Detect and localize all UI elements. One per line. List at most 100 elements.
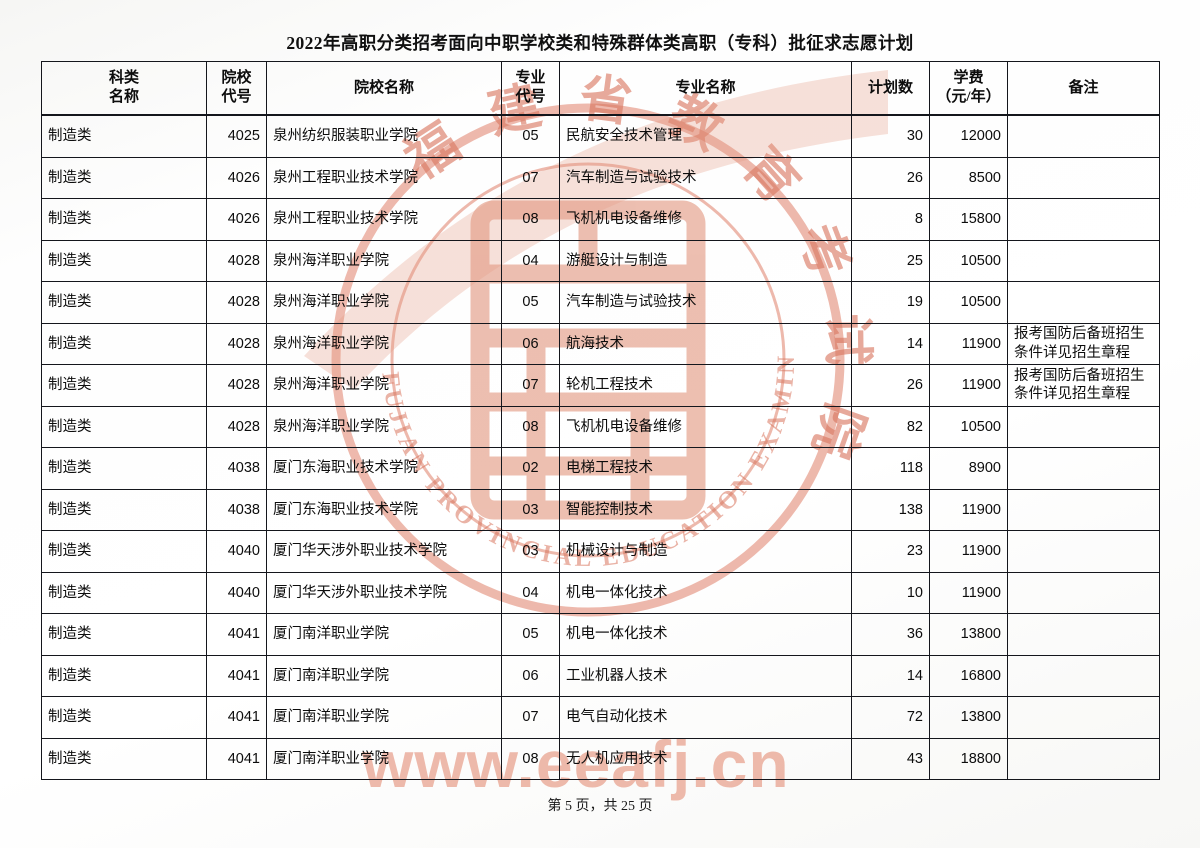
- cell-category: 制造类: [41, 405, 207, 448]
- cell-remark: [1007, 156, 1160, 199]
- cell-category: 制造类: [41, 198, 207, 241]
- column-header-major-name: 专业名称: [559, 61, 852, 116]
- cell-remark: [1007, 696, 1160, 739]
- page-title: 2022年高职分类招考面向中职学校类和特殊群体类高职（专科）批征求志愿计划: [286, 33, 914, 53]
- cell-major-code: 07: [501, 156, 560, 199]
- cell-tuition: 8500: [929, 156, 1008, 199]
- cell-remark: [1007, 281, 1160, 324]
- cell-school-code: 4028: [206, 405, 267, 448]
- cell-school-name: 厦门东海职业技术学院: [266, 447, 502, 490]
- table-row: 制造类 4028 泉州海洋职业学院 04 游艇设计与制造 25 10500: [41, 239, 1160, 282]
- cell-tuition: 10500: [929, 405, 1008, 448]
- table-row: 制造类 4028 泉州海洋职业学院 07 轮机工程技术 26 11900 报考国防后备班招生条…: [41, 364, 1160, 407]
- cell-school-code: 4038: [206, 447, 267, 490]
- cell-remark: [1007, 654, 1160, 697]
- cell-school-code: 4026: [206, 198, 267, 241]
- cell-major-name: 机电一体化技术: [559, 613, 852, 656]
- cell-plan-count: 25: [851, 239, 930, 282]
- cell-school-code: 4028: [206, 322, 267, 365]
- cell-plan-count: 82: [851, 405, 930, 448]
- table-row: 制造类 4028 泉州海洋职业学院 05 汽车制造与试验技术 19 10500: [41, 281, 1160, 324]
- cell-remark: [1007, 613, 1160, 656]
- cell-category: 制造类: [41, 488, 207, 531]
- cell-plan-count: 26: [851, 156, 930, 199]
- cell-school-code: 4041: [206, 613, 267, 656]
- cell-category: 制造类: [41, 530, 207, 573]
- cell-major-name: 汽车制造与试验技术: [559, 156, 852, 199]
- cell-major-code: 05: [501, 281, 560, 324]
- cell-major-code: 06: [501, 654, 560, 697]
- cell-plan-count: 8: [851, 198, 930, 241]
- cell-plan-count: 23: [851, 530, 930, 573]
- cell-major-name: 航海技术: [559, 322, 852, 365]
- cell-major-name: 机电一体化技术: [559, 571, 852, 614]
- cell-remark: [1007, 405, 1160, 448]
- cell-major-name: 轮机工程技术: [559, 364, 852, 407]
- cell-school-name: 泉州工程职业技术学院: [266, 156, 502, 199]
- cell-school-name: 厦门华天涉外职业技术学院: [266, 571, 502, 614]
- cell-tuition: 8900: [929, 447, 1008, 490]
- table-row: 制造类 4026 泉州工程职业技术学院 07 汽车制造与试验技术 26 8500: [41, 156, 1160, 199]
- cell-category: 制造类: [41, 239, 207, 282]
- cell-plan-count: 36: [851, 613, 930, 656]
- column-header-school-name: 院校名称: [266, 61, 502, 116]
- cell-major-code: 03: [501, 530, 560, 573]
- cell-major-name: 民航安全技术管理: [559, 114, 852, 158]
- cell-tuition: 11900: [929, 364, 1008, 407]
- table-header-row: 科类 名称 院校 代号 院校名称 专业 代号 专业名称: [41, 61, 1160, 116]
- cell-school-code: 4040: [206, 571, 267, 614]
- cell-school-name: 泉州海洋职业学院: [266, 281, 502, 324]
- cell-school-name: 泉州纺织服装职业学院: [266, 114, 502, 158]
- cell-category: 制造类: [41, 281, 207, 324]
- table-row: 制造类 4028 泉州海洋职业学院 08 飞机机电设备维修 82 10500: [41, 405, 1160, 448]
- table-row: 制造类 4026 泉州工程职业技术学院 08 飞机机电设备维修 8 15800: [41, 198, 1160, 241]
- cell-plan-count: 43: [851, 737, 930, 780]
- cell-tuition: 10500: [929, 281, 1008, 324]
- cell-remark: [1007, 488, 1160, 531]
- cell-remark: [1007, 530, 1160, 573]
- table-header: 科类 名称 院校 代号 院校名称 专业 代号 专业名称: [41, 61, 1160, 116]
- cell-remark: [1007, 737, 1160, 780]
- cell-category: 制造类: [41, 654, 207, 697]
- cell-plan-count: 14: [851, 322, 930, 365]
- cell-school-code: 4028: [206, 281, 267, 324]
- cell-plan-count: 10: [851, 571, 930, 614]
- page-number-footer: 第 5 页，共 25 页: [547, 799, 653, 814]
- cell-school-name: 厦门南洋职业学院: [266, 737, 502, 780]
- cell-school-name: 厦门华天涉外职业技术学院: [266, 530, 502, 573]
- cell-school-code: 4041: [206, 696, 267, 739]
- table-row: 制造类 4028 泉州海洋职业学院 06 航海技术 14 11900 报考国防后备班招生条件详…: [41, 322, 1160, 365]
- cell-major-name: 游艇设计与制造: [559, 239, 852, 282]
- cell-tuition: 11900: [929, 571, 1008, 614]
- cell-plan-count: 72: [851, 696, 930, 739]
- cell-tuition: 18800: [929, 737, 1008, 780]
- cell-tuition: 11900: [929, 322, 1008, 365]
- cell-category: 制造类: [41, 114, 207, 158]
- cell-major-code: 08: [501, 737, 560, 780]
- cell-tuition: 11900: [929, 530, 1008, 573]
- cell-school-name: 泉州海洋职业学院: [266, 239, 502, 282]
- cell-school-name: 泉州工程职业技术学院: [266, 198, 502, 241]
- column-header-plan-count: 计划数: [851, 61, 930, 116]
- table-row: 制造类 4038 厦门东海职业技术学院 03 智能控制技术 138 11900: [41, 488, 1160, 531]
- cell-major-name: 电梯工程技术: [559, 447, 852, 490]
- cell-category: 制造类: [41, 364, 207, 407]
- cell-school-code: 4026: [206, 156, 267, 199]
- cell-school-name: 泉州海洋职业学院: [266, 405, 502, 448]
- cell-remark: [1007, 571, 1160, 614]
- table-body: 制造类 4025 泉州纺织服装职业学院 05 民航安全技术管理 30 12000 制造类 402…: [41, 114, 1160, 780]
- cell-major-code: 06: [501, 322, 560, 365]
- cell-remark: [1007, 447, 1160, 490]
- table-row: 制造类 4041 厦门南洋职业学院 06 工业机器人技术 14 16800: [41, 654, 1160, 697]
- cell-remark: 报考国防后备班招生条件详见招生章程: [1007, 322, 1160, 365]
- cell-category: 制造类: [41, 613, 207, 656]
- cell-major-name: 飞机机电设备维修: [559, 405, 852, 448]
- cell-school-code: 4038: [206, 488, 267, 531]
- cell-tuition: 13800: [929, 613, 1008, 656]
- cell-remark: [1007, 114, 1160, 158]
- cell-major-name: 智能控制技术: [559, 488, 852, 531]
- cell-tuition: 11900: [929, 488, 1008, 531]
- cell-major-code: 07: [501, 364, 560, 407]
- cell-major-code: 04: [501, 571, 560, 614]
